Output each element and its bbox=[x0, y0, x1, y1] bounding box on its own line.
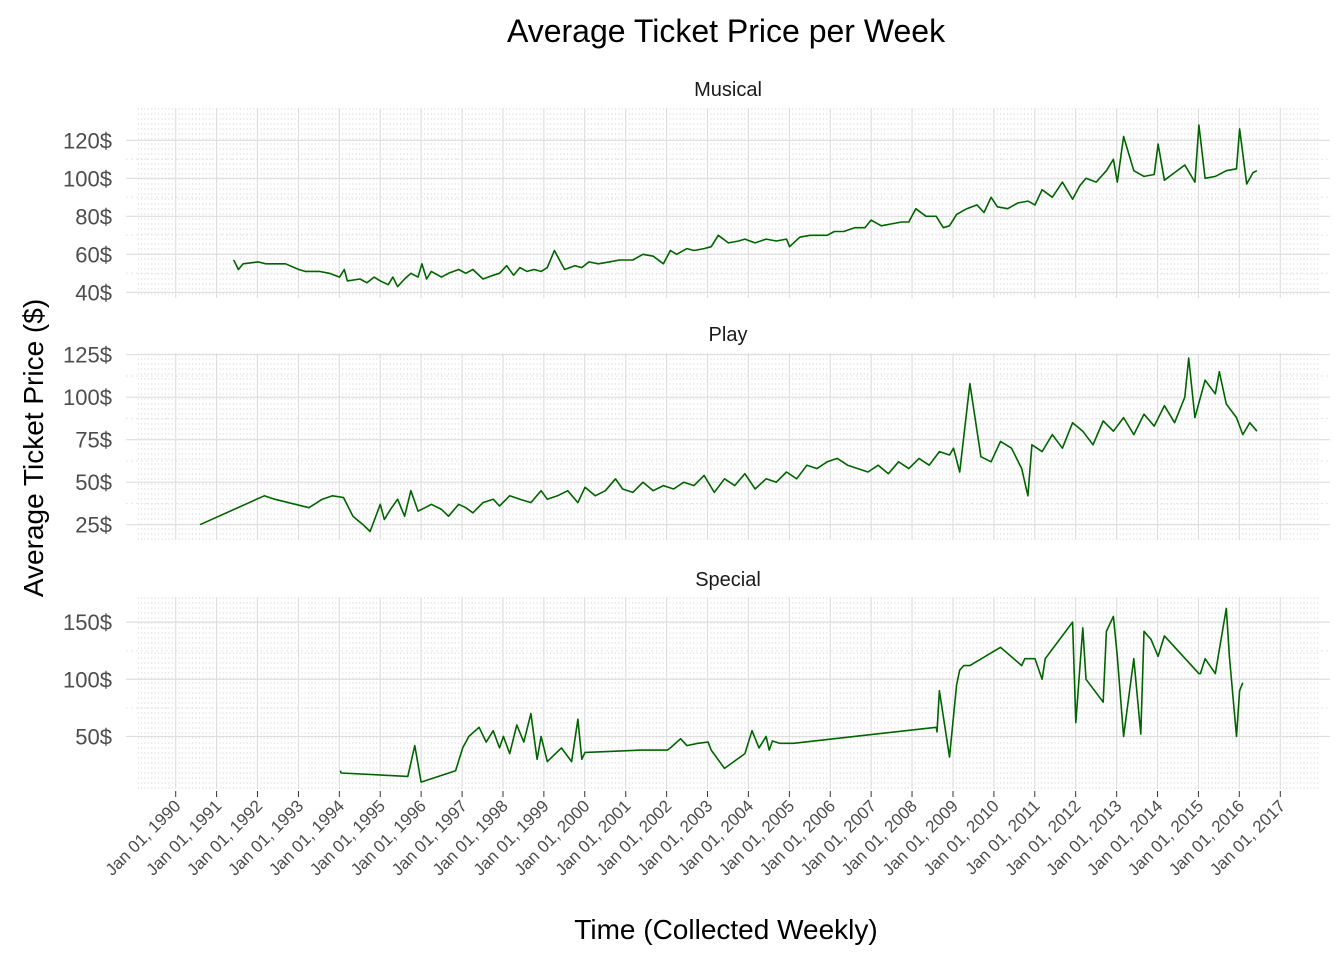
facet-panels: 40$ 60$ 80$ 100$ 120$ Musical 25$ 50$ 75$ 100$ 125… bbox=[63, 79, 1330, 789]
y-tick-label: 50$ bbox=[75, 470, 112, 495]
facet-strip-label: Play bbox=[709, 324, 748, 346]
facet-strip-label: Special bbox=[695, 569, 761, 591]
y-axis-label: Average Ticket Price ($) bbox=[18, 299, 49, 597]
panel-gridlines bbox=[126, 353, 1330, 540]
series-line-play bbox=[199, 357, 1258, 533]
panel-gridlines bbox=[126, 108, 1330, 298]
series-line-special bbox=[339, 607, 1244, 783]
y-tick-label: 75$ bbox=[75, 428, 112, 453]
y-tick-label: 120$ bbox=[63, 128, 112, 153]
series-line-musical bbox=[232, 124, 1258, 288]
y-tick-label: 100$ bbox=[63, 166, 112, 191]
panel-musical: 40$ 60$ 80$ 100$ 120$ Musical bbox=[63, 79, 1330, 305]
y-tick-label: 100$ bbox=[63, 385, 112, 410]
facet-strip-label: Musical bbox=[694, 79, 762, 101]
y-tick-label: 80$ bbox=[75, 204, 112, 229]
y-tick-label: 40$ bbox=[75, 280, 112, 305]
y-tick-label: 100$ bbox=[63, 667, 112, 692]
y-tick-label: 125$ bbox=[63, 343, 112, 368]
y-tick-label: 25$ bbox=[75, 513, 112, 538]
panel-play: 25$ 50$ 75$ 100$ 125$ Play bbox=[63, 324, 1330, 540]
x-axis-label: Time (Collected Weekly) bbox=[574, 914, 877, 945]
y-tick-label: 150$ bbox=[63, 610, 112, 635]
y-tick-label: 50$ bbox=[75, 724, 112, 749]
y-tick-label: 60$ bbox=[75, 242, 112, 267]
panel-gridlines bbox=[126, 597, 1330, 789]
chart-title: Average Ticket Price per Week bbox=[507, 13, 946, 49]
panel-special: 50$ 100$ 150$ Special bbox=[63, 569, 1330, 789]
